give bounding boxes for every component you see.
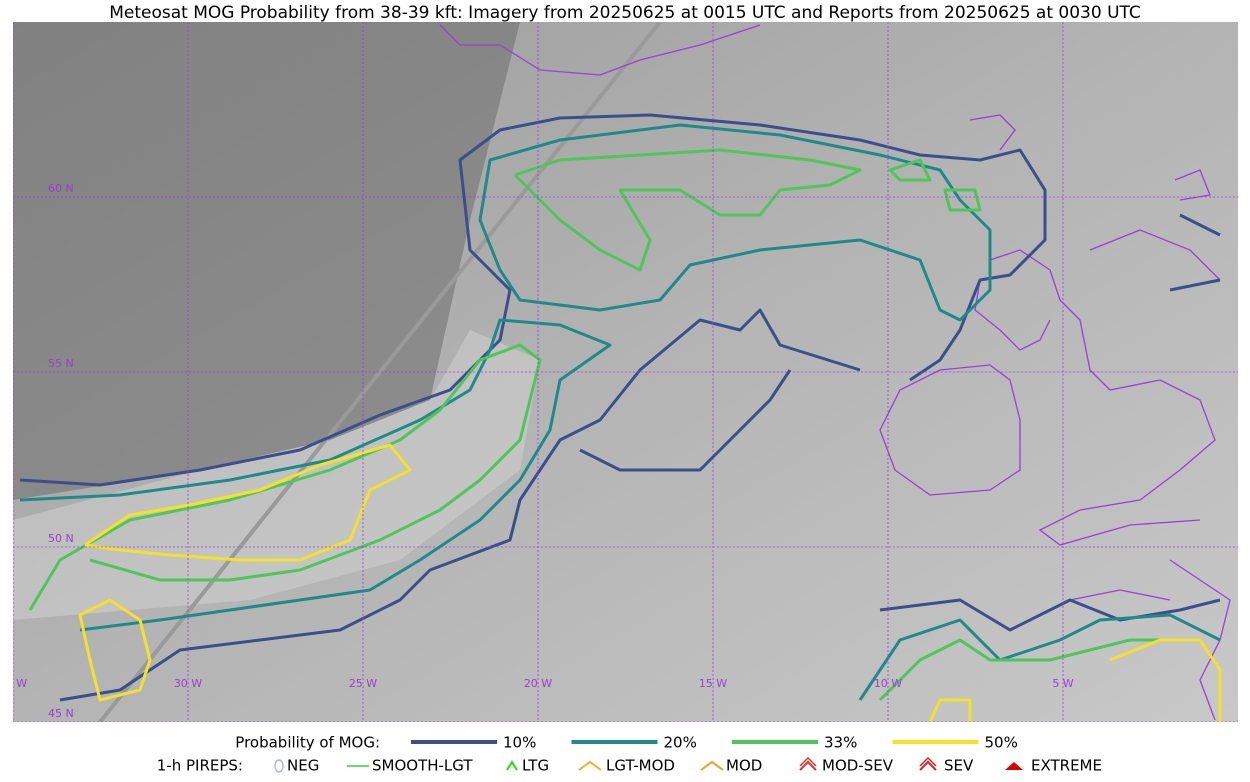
- legend-label: SMOOTH-LGT: [372, 757, 473, 775]
- coastlines: [439, 24, 1231, 721]
- lat-label: 45 N: [48, 707, 74, 720]
- contours: [19, 113, 1222, 722]
- legend-title: 1-h PIREPS:: [157, 757, 243, 775]
- legend-label: NEG: [287, 757, 319, 775]
- lon-label: 35 W: [0, 677, 27, 690]
- lon-label: 5 W: [1052, 677, 1073, 690]
- cloud-band: [13, 330, 540, 620]
- legend-label: LGT-MOD: [606, 757, 675, 775]
- pirep-icon: [1005, 762, 1023, 770]
- pirep-icon: [578, 760, 602, 771]
- lat-label: 60 N: [48, 182, 74, 195]
- pirep-icon: [919, 756, 937, 767]
- dark-region: [13, 22, 520, 500]
- pirep-icon: [274, 759, 284, 773]
- legend-label: 20%: [664, 734, 697, 752]
- lat-label: 55 N: [48, 357, 74, 370]
- title: Meteosat MOG Probability from 38-39 kft:…: [109, 3, 1141, 23]
- pirep-icon: [799, 756, 817, 767]
- pirep-icon: [919, 760, 937, 771]
- pirep-icon: [700, 760, 724, 771]
- legend-label: MOD-SEV: [822, 757, 894, 775]
- lon-label: 30 W: [174, 677, 202, 690]
- graticule: 60 N 55 N 50 N 45 N 35 W 30 W 25 W 20 W 15 W 10 W…: [0, 22, 1238, 722]
- legend-label: SEV: [944, 757, 974, 775]
- legend: Probability of MOG: 10% 20% 33% 50% 1-h PIREP…: [157, 734, 1102, 775]
- map: 60 N 55 N 50 N 45 N 35 W 30 W 25 W 20 W 15 W 10 W…: [0, 22, 1238, 722]
- legend-label: 50%: [985, 734, 1018, 752]
- legend-label: 33%: [824, 734, 857, 752]
- lon-label: 20 W: [524, 677, 552, 690]
- pirep-icon: [799, 760, 817, 771]
- lon-label: 15 W: [699, 677, 727, 690]
- lon-label: 10 W: [874, 677, 902, 690]
- lon-label: 25 W: [349, 677, 377, 690]
- legend-label: LTG: [522, 757, 549, 775]
- legend-label: MOD: [726, 757, 762, 775]
- legend-label: 10%: [503, 734, 536, 752]
- lat-label: 50 N: [48, 532, 74, 545]
- legend-title: Probability of MOG:: [235, 734, 380, 752]
- pirep-icon: [506, 760, 518, 771]
- legend-label: EXTREME: [1031, 757, 1102, 775]
